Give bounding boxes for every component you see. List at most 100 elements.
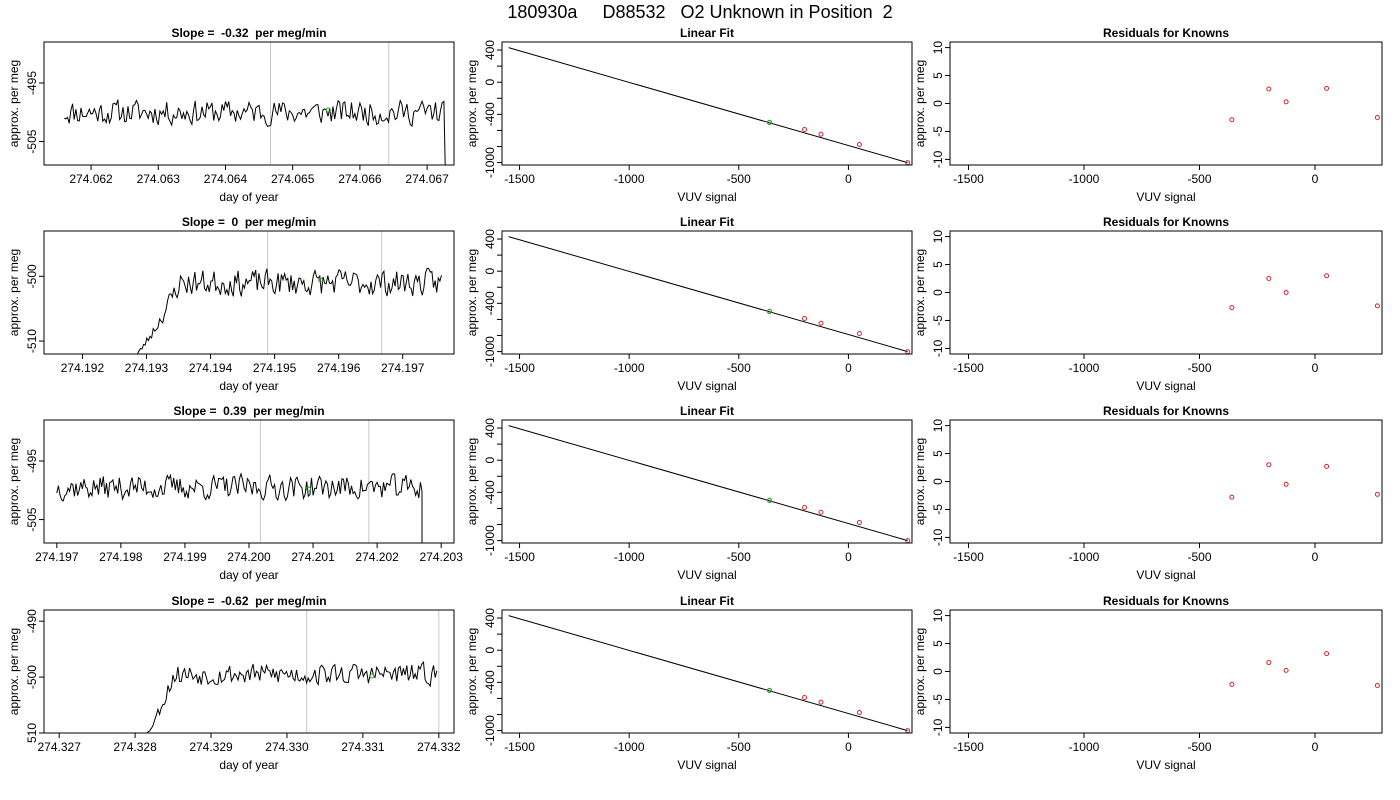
- known-point: [802, 315, 808, 321]
- panel-r1-c3: Residuals for Knowns -1500 -1000 -500 0 10 5 0 -…: [913, 26, 1383, 204]
- plot-frame: [501, 419, 913, 544]
- x-tick-label: 274.192: [61, 361, 105, 375]
- panel-title: Linear Fit: [680, 26, 734, 40]
- y-tick-label: 5: [931, 640, 945, 647]
- x-axis-label: day of year: [219, 379, 278, 393]
- panel-r2-c1: Slope = 0 per meg/min 274.192 274.193 274.1…: [7, 215, 455, 393]
- x-tick-label: 274.063: [137, 172, 181, 186]
- y-tick-label: -5: [931, 126, 945, 137]
- y-tick-label: -400: [483, 102, 497, 126]
- panel-r4-c3: Residuals for Knowns -1500 -1000 -500 0 10 5 0 -…: [913, 594, 1383, 772]
- plot-frame: [949, 230, 1383, 355]
- y-tick-label: 0: [931, 668, 945, 675]
- x-tick-label: -1500: [953, 740, 984, 754]
- y-axis-label: approx. per meg: [913, 60, 927, 147]
- y-tick-label: -10: [931, 339, 945, 357]
- x-tick-label: -1500: [953, 550, 984, 564]
- x-axis-label: VUV signal: [677, 190, 736, 204]
- panel-title: Slope = -0.32 per meg/min: [171, 26, 326, 40]
- y-tick-label: 0: [931, 100, 945, 107]
- residual-point: [1283, 99, 1289, 105]
- y-tick-label: -1000: [483, 715, 497, 746]
- panel-title: Residuals for Knowns: [1103, 215, 1229, 229]
- x-tick-label: -500: [727, 740, 751, 754]
- fit-line: [508, 425, 908, 542]
- y-tick-label: -490: [25, 609, 39, 633]
- plot-frame: [949, 419, 1383, 544]
- known-point: [802, 694, 808, 700]
- x-tick-label: -1000: [614, 361, 645, 375]
- x-tick-label: 274.201: [291, 550, 335, 564]
- y-tick-label: 5: [931, 261, 945, 268]
- panel-title: Residuals for Knowns: [1103, 594, 1229, 608]
- plot-frame: [501, 230, 913, 355]
- x-tick-label: 274.064: [204, 172, 248, 186]
- unknown-point: [766, 308, 773, 314]
- x-tick-label: 274.330: [265, 740, 309, 754]
- x-tick-label: -500: [1187, 361, 1211, 375]
- x-axis-label: day of year: [219, 758, 278, 772]
- unknown-point: [766, 119, 773, 125]
- plot-area: [1229, 651, 1380, 688]
- x-tick-label: -1000: [1069, 172, 1100, 186]
- data-trace: [146, 660, 438, 733]
- panel-title: Slope = -0.62 per meg/min: [171, 594, 326, 608]
- y-tick-label: -1000: [483, 147, 497, 178]
- panel-r4-c1: Slope = -0.62 per meg/min 274.327 274.328 2…: [7, 594, 461, 772]
- panel-title: Linear Fit: [680, 404, 734, 418]
- x-tick-label: -1000: [1069, 740, 1100, 754]
- y-tick-label: -500: [25, 665, 39, 689]
- x-tick-label: 274.203: [419, 550, 463, 564]
- y-axis-label: approx. per meg: [7, 628, 21, 715]
- x-axis-label: VUV signal: [1136, 568, 1195, 582]
- known-point: [856, 520, 862, 525]
- plot-area: [1229, 462, 1380, 500]
- plot-frame: [43, 419, 455, 544]
- x-axis-label: VUV signal: [1136, 190, 1195, 204]
- x-tick-label: -500: [1187, 172, 1211, 186]
- y-tick-label: 510: [25, 723, 39, 743]
- y-tick-label: -500: [25, 264, 39, 288]
- panel-r1-c1: Slope = -0.32 per meg/min 274.062 274.063 2…: [7, 26, 455, 204]
- fit-line: [508, 47, 908, 164]
- plot-area: [508, 47, 911, 165]
- panel-r2-c3: Residuals for Knowns -1500 -1000 -500 0 10 5 0 -…: [913, 215, 1383, 393]
- x-tick-label: -1000: [1069, 361, 1100, 375]
- known-point: [818, 699, 824, 705]
- residual-point: [1229, 681, 1235, 687]
- y-tick-label: -10: [931, 718, 945, 736]
- x-tick-label: -500: [727, 361, 751, 375]
- x-axis-label: VUV signal: [677, 568, 736, 582]
- y-axis-label: approx. per meg: [7, 438, 21, 525]
- x-tick-label: 274.328: [113, 740, 157, 754]
- y-tick-label: -1000: [483, 336, 497, 367]
- y-tick-label: 400: [483, 608, 497, 628]
- x-tick-label: -1500: [953, 361, 984, 375]
- y-axis-label: approx. per meg: [465, 60, 479, 147]
- y-tick-label: 400: [483, 418, 497, 438]
- panel-title: Slope = 0.39 per meg/min: [173, 404, 324, 418]
- y-tick-label: 10: [931, 41, 945, 55]
- residual-point: [1374, 682, 1380, 688]
- y-axis-label: approx. per meg: [7, 249, 21, 336]
- residual-point: [1283, 667, 1289, 673]
- residual-point: [1324, 85, 1330, 91]
- x-tick-label: -1500: [504, 740, 535, 754]
- residual-point: [1374, 303, 1380, 309]
- x-tick-label: 0: [1312, 740, 1319, 754]
- data-trace: [63, 98, 446, 165]
- plot-area: [508, 236, 911, 354]
- panel-title: Linear Fit: [680, 594, 734, 608]
- residual-point: [1229, 117, 1235, 123]
- plot-frame: [43, 230, 455, 355]
- x-tick-label: -1000: [614, 172, 645, 186]
- x-tick-label: 274.332: [417, 740, 461, 754]
- x-tick-label: 274.202: [355, 550, 399, 564]
- data-trace: [56, 472, 423, 543]
- x-tick-label: 0: [1312, 172, 1319, 186]
- residual-point: [1283, 481, 1289, 487]
- y-axis-label: approx. per meg: [465, 438, 479, 525]
- data-trace: [136, 267, 442, 354]
- x-tick-label: 274.062: [69, 172, 113, 186]
